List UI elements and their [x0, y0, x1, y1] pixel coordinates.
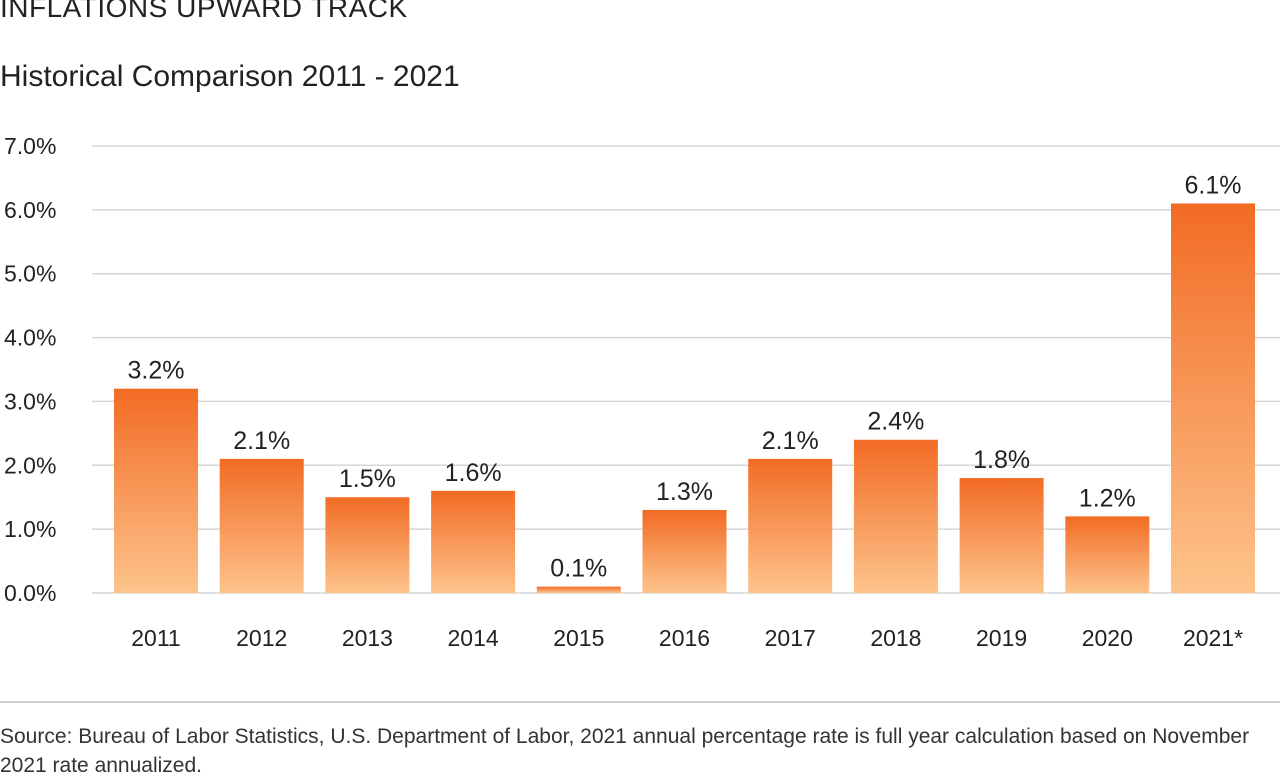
- x-tick-label: 2013: [342, 625, 393, 651]
- data-label: 1.8%: [973, 446, 1030, 474]
- bars: [114, 203, 1255, 593]
- bar: [431, 490, 516, 593]
- data-label: 1.2%: [1079, 484, 1136, 512]
- x-tick-label: 2011: [131, 625, 180, 651]
- data-label: 2.1%: [233, 427, 290, 455]
- bar: [1171, 203, 1255, 593]
- bar: [536, 586, 621, 593]
- x-tick-label: 2020: [1082, 625, 1133, 651]
- bar: [959, 478, 1044, 593]
- data-label: 6.1%: [1185, 171, 1242, 199]
- source-note: Source: Bureau of Labor Statistics, U.S.…: [0, 725, 1250, 777]
- data-label: 1.5%: [339, 465, 396, 493]
- x-tick-label: 2012: [236, 625, 287, 651]
- data-label: 1.3%: [656, 478, 713, 506]
- data-label: 2.4%: [867, 408, 924, 436]
- bar-chart: 0.0% 1.0% 2.0% 3.0% 4.0% 5.0% 6.0% 7.0% 3.2% 2.1…: [4, 133, 1280, 651]
- bar: [325, 497, 410, 593]
- x-tick-label: 2014: [448, 625, 499, 651]
- data-label: 1.6%: [445, 459, 502, 487]
- y-tick-label: 1.0%: [4, 516, 56, 542]
- x-axis-ticks: 2011 2012 2013 2014 2015 2016 2017 2018 2019 2020…: [131, 625, 1243, 651]
- y-tick-label: 7.0%: [4, 133, 56, 159]
- footer-divider: [0, 701, 1280, 703]
- bar: [748, 458, 833, 593]
- data-label: 2.1%: [762, 427, 819, 455]
- x-tick-label: 2018: [870, 625, 921, 651]
- bar: [853, 439, 938, 593]
- bar: [642, 509, 727, 593]
- y-tick-label: 3.0%: [4, 388, 56, 414]
- data-label: 0.1%: [550, 555, 607, 583]
- y-tick-label: 5.0%: [4, 261, 56, 287]
- chart-title: INFLATIONS UPWARD TRACK: [0, 0, 408, 23]
- x-tick-label: 2016: [659, 625, 710, 651]
- x-tick-label: 2015: [553, 625, 604, 651]
- data-labels: 3.2% 2.1% 1.5% 1.6% 0.1% 1.3% 2.1% 2.4% 1.8% 1.2%…: [128, 171, 1242, 582]
- bar: [1065, 516, 1150, 593]
- bar: [219, 458, 304, 593]
- x-tick-label: 2019: [976, 625, 1027, 651]
- chart-subtitle: Historical Comparison 2011 - 2021: [0, 60, 460, 93]
- x-tick-label: 2021*: [1183, 625, 1243, 651]
- y-tick-label: 2.0%: [4, 452, 56, 478]
- y-axis-ticks: 0.0% 1.0% 2.0% 3.0% 4.0% 5.0% 6.0% 7.0%: [4, 133, 56, 606]
- y-tick-label: 0.0%: [4, 580, 56, 606]
- y-tick-label: 6.0%: [4, 197, 56, 223]
- data-label: 3.2%: [128, 357, 185, 385]
- x-tick-label: 2017: [765, 625, 816, 651]
- bar: [114, 388, 198, 593]
- y-tick-label: 4.0%: [4, 325, 56, 351]
